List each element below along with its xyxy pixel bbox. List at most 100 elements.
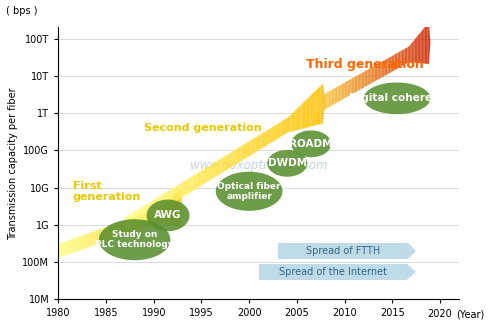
Polygon shape: [347, 80, 349, 97]
Polygon shape: [407, 264, 416, 280]
Polygon shape: [143, 205, 145, 222]
Polygon shape: [352, 78, 353, 94]
Polygon shape: [174, 193, 176, 226]
Polygon shape: [213, 162, 215, 178]
Polygon shape: [268, 128, 270, 145]
Polygon shape: [158, 196, 160, 212]
Polygon shape: [165, 201, 167, 224]
Polygon shape: [173, 194, 174, 226]
Polygon shape: [350, 79, 352, 95]
Polygon shape: [188, 177, 190, 194]
Polygon shape: [260, 133, 263, 150]
Polygon shape: [305, 98, 308, 128]
Polygon shape: [353, 77, 355, 94]
Polygon shape: [389, 57, 391, 73]
Polygon shape: [116, 223, 117, 238]
Polygon shape: [327, 92, 329, 108]
Polygon shape: [58, 243, 60, 258]
Polygon shape: [225, 154, 228, 171]
Polygon shape: [179, 189, 181, 227]
Polygon shape: [363, 72, 365, 88]
Polygon shape: [238, 147, 240, 163]
Polygon shape: [336, 87, 337, 103]
Polygon shape: [220, 158, 223, 174]
Polygon shape: [136, 216, 137, 231]
Polygon shape: [153, 210, 154, 225]
Polygon shape: [310, 93, 313, 127]
Polygon shape: [169, 199, 170, 225]
Polygon shape: [243, 144, 245, 160]
Polygon shape: [106, 226, 108, 241]
Polygon shape: [80, 236, 81, 250]
Polygon shape: [273, 125, 275, 142]
Polygon shape: [270, 127, 273, 143]
Text: ( bps ): ( bps ): [5, 6, 37, 16]
Polygon shape: [208, 165, 210, 182]
Polygon shape: [74, 238, 75, 253]
Polygon shape: [250, 139, 253, 155]
Polygon shape: [61, 242, 63, 257]
Polygon shape: [156, 209, 158, 224]
Polygon shape: [181, 189, 182, 227]
Polygon shape: [253, 137, 255, 154]
Text: 2020: 2020: [427, 309, 452, 319]
Polygon shape: [364, 83, 430, 114]
Polygon shape: [165, 191, 168, 208]
Polygon shape: [125, 220, 126, 234]
Polygon shape: [210, 164, 213, 180]
Polygon shape: [324, 93, 326, 110]
Polygon shape: [377, 63, 379, 80]
Polygon shape: [373, 66, 374, 82]
Polygon shape: [400, 50, 402, 67]
Polygon shape: [167, 200, 169, 224]
Polygon shape: [150, 211, 151, 226]
Polygon shape: [318, 97, 319, 114]
Polygon shape: [127, 214, 130, 231]
Polygon shape: [316, 88, 318, 125]
Polygon shape: [203, 168, 205, 185]
Polygon shape: [100, 228, 102, 243]
Polygon shape: [333, 88, 335, 105]
Polygon shape: [402, 50, 403, 66]
Polygon shape: [185, 179, 188, 195]
Y-axis label: Transmission capacity per fiber: Transmission capacity per fiber: [8, 87, 18, 240]
Polygon shape: [417, 34, 419, 63]
Polygon shape: [193, 175, 195, 191]
Text: Second generation: Second generation: [144, 123, 262, 133]
Polygon shape: [159, 207, 161, 223]
Polygon shape: [321, 95, 323, 111]
Polygon shape: [147, 202, 150, 218]
Polygon shape: [330, 90, 332, 106]
Polygon shape: [172, 196, 173, 225]
Polygon shape: [77, 237, 78, 252]
Polygon shape: [248, 141, 250, 157]
Polygon shape: [320, 84, 323, 124]
Polygon shape: [329, 91, 330, 107]
Polygon shape: [399, 51, 400, 68]
Polygon shape: [298, 105, 300, 130]
Polygon shape: [385, 59, 386, 76]
Polygon shape: [323, 94, 324, 111]
Polygon shape: [103, 227, 105, 242]
Polygon shape: [162, 204, 164, 223]
Polygon shape: [357, 75, 359, 91]
Polygon shape: [427, 22, 429, 64]
Polygon shape: [372, 67, 373, 83]
Polygon shape: [343, 83, 344, 99]
Polygon shape: [122, 221, 123, 236]
Polygon shape: [160, 194, 163, 211]
Polygon shape: [291, 130, 331, 157]
Polygon shape: [96, 230, 97, 245]
Polygon shape: [391, 56, 392, 72]
Polygon shape: [288, 115, 291, 133]
Polygon shape: [267, 150, 307, 177]
Polygon shape: [126, 219, 128, 234]
Polygon shape: [88, 233, 89, 248]
Polygon shape: [198, 171, 200, 188]
Polygon shape: [425, 26, 426, 64]
Text: Optical fiber
amplifier: Optical fiber amplifier: [218, 182, 281, 201]
Polygon shape: [318, 86, 320, 125]
Polygon shape: [83, 235, 85, 249]
Text: Study on
PLC technology: Study on PLC technology: [96, 230, 174, 249]
Polygon shape: [255, 136, 258, 152]
